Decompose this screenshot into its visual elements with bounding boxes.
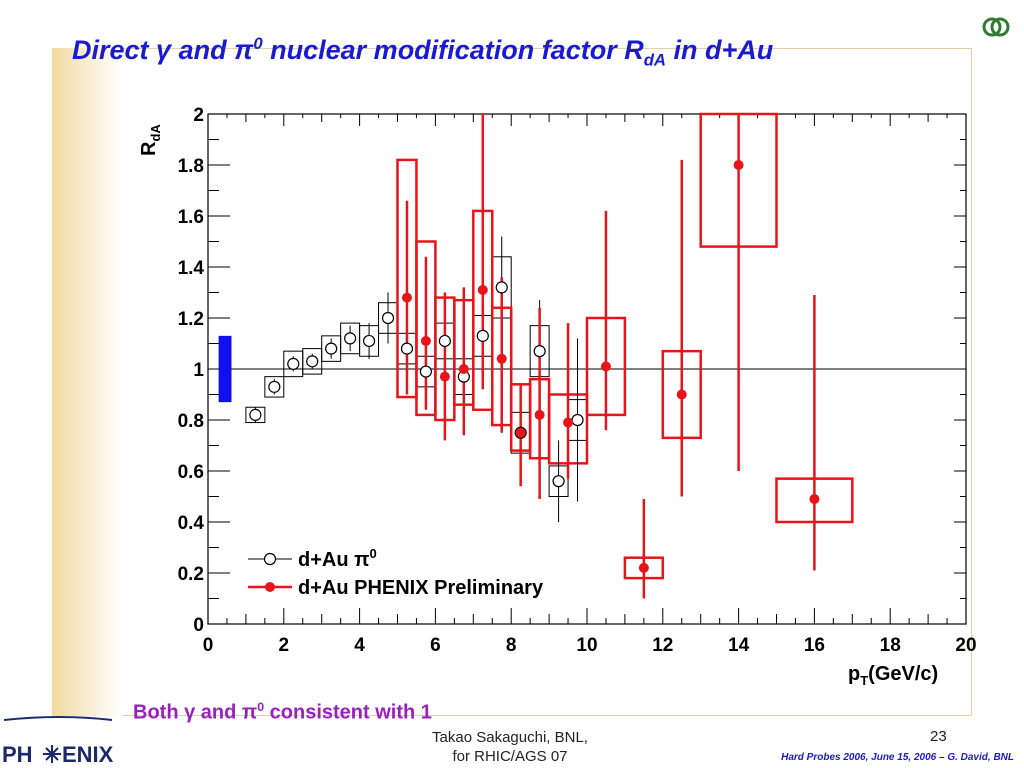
- legend-gamma-label: d+Au PHENIX Preliminary: [298, 577, 544, 599]
- pi0-point: [306, 355, 319, 368]
- gamma-point: [638, 562, 649, 573]
- y-tick-label: 1.2: [178, 309, 204, 330]
- footer-reference: Hard Probes 2006, June 15, 2006 – G. Dav…: [781, 752, 1014, 763]
- gamma-point: [439, 371, 450, 382]
- logo-text-right: ENIX: [62, 742, 114, 767]
- gamma-point: [534, 409, 545, 420]
- x-tick-label: 20: [955, 635, 976, 656]
- x-tick-label: 16: [804, 635, 825, 656]
- logo-star-icon: [43, 745, 61, 763]
- x-tick-label: 6: [430, 635, 441, 656]
- x-tick-label: 12: [652, 635, 673, 656]
- title-prefix: Direct: [72, 35, 157, 65]
- page-number: 23: [930, 728, 947, 745]
- legend-gamma-marker: [265, 582, 275, 592]
- x-axis-title: pT(GeV/c): [848, 663, 938, 688]
- gamma-point: [809, 494, 820, 505]
- phenix-logo: PH ENIX: [2, 716, 114, 767]
- pi0-point: [362, 334, 376, 348]
- double-ring-icon: [982, 17, 1010, 37]
- x-tick-label: 10: [576, 635, 597, 656]
- caption-pi-sup: 0: [257, 700, 265, 714]
- title-pi: π: [234, 35, 254, 65]
- gamma-point: [496, 353, 507, 364]
- legend-pi0-label: d+Au π0: [298, 546, 377, 571]
- y-tick-label: 0: [193, 615, 204, 636]
- title-suffix: in d+Au: [666, 35, 774, 65]
- y-axis-title: RdA: [138, 124, 163, 156]
- x-tick-label: 2: [279, 635, 290, 656]
- y-tick-label: 1.8: [178, 156, 204, 177]
- y-tick-label: 0.4: [178, 513, 205, 534]
- slide-caption: Both γ and π0 consistent with 1: [133, 700, 432, 725]
- pi0-point: [571, 413, 584, 427]
- y-tick-label: 0.8: [178, 411, 204, 432]
- x-tick-label: 8: [506, 635, 517, 656]
- footer-author: Takao Sakaguchi, BNL, for RHIC/AGS 07: [410, 728, 610, 766]
- slide-title: Direct γ and π0 nuclear modification fac…: [72, 34, 773, 70]
- gamma-point: [563, 417, 574, 428]
- logo-text-left: PH: [2, 742, 33, 767]
- title-and: and: [171, 35, 235, 65]
- gamma-point: [420, 335, 431, 346]
- y-tick-label: 1.4: [178, 258, 205, 279]
- legend-pi0-marker: [263, 552, 277, 566]
- y-tick-label: 0.2: [178, 564, 204, 585]
- pi0-point: [325, 342, 338, 355]
- pi0-point: [400, 342, 414, 355]
- chart-legend: d+Au π0 d+Au PHENIX Preliminary: [248, 546, 544, 599]
- x-tick-label: 14: [728, 635, 750, 656]
- title-mid: nuclear modification factor R: [262, 35, 644, 65]
- y-tick-label: 2: [193, 105, 204, 126]
- author-line-2: for RHIC/AGS 07: [452, 748, 568, 765]
- gamma-point: [733, 160, 744, 170]
- pi0-point: [344, 332, 357, 345]
- title-gamma: γ: [156, 35, 172, 65]
- y-tick-label: 1.6: [178, 207, 204, 228]
- caption-gamma: γ: [184, 701, 196, 724]
- pi0-point: [533, 345, 546, 358]
- author-line-1: Takao Sakaguchi, BNL,: [432, 729, 588, 746]
- gamma-point: [458, 364, 469, 374]
- caption-pi: π: [241, 701, 258, 724]
- x-tick-label: 18: [880, 635, 901, 656]
- pi0-point: [381, 311, 395, 325]
- gamma-point: [477, 284, 488, 295]
- normalization-box: [218, 335, 232, 403]
- pi0-point: [495, 281, 508, 294]
- pi0-point: [438, 334, 451, 348]
- y-tick-label: 0.6: [178, 462, 204, 483]
- caption-and: and: [195, 701, 242, 724]
- rda-chart: 00.20.40.60.811.21.41.61.820 2 4 6 8 10 12 14 16…: [138, 105, 977, 688]
- pi0-sys-box: [264, 376, 285, 398]
- gamma-point: [676, 389, 687, 400]
- caption-suffix: consistent with 1: [264, 701, 432, 724]
- x-tick-label: 0: [203, 635, 214, 656]
- pi0-point: [268, 380, 281, 393]
- gamma-point: [515, 427, 526, 438]
- pi0-point: [476, 329, 489, 342]
- pi0-point: [287, 357, 300, 370]
- slide-gradient: [52, 48, 122, 716]
- pi0-point: [552, 475, 565, 488]
- y-tick-label: 1: [193, 360, 204, 381]
- x-tick-label: 4: [354, 635, 365, 656]
- caption-prefix: Both: [133, 701, 185, 724]
- title-pi-sup: 0: [253, 34, 263, 53]
- title-sub: dA: [643, 50, 667, 70]
- pi0-point: [249, 408, 262, 421]
- pi0-point: [419, 365, 433, 378]
- gamma-point: [600, 361, 611, 372]
- gamma-point: [401, 292, 412, 303]
